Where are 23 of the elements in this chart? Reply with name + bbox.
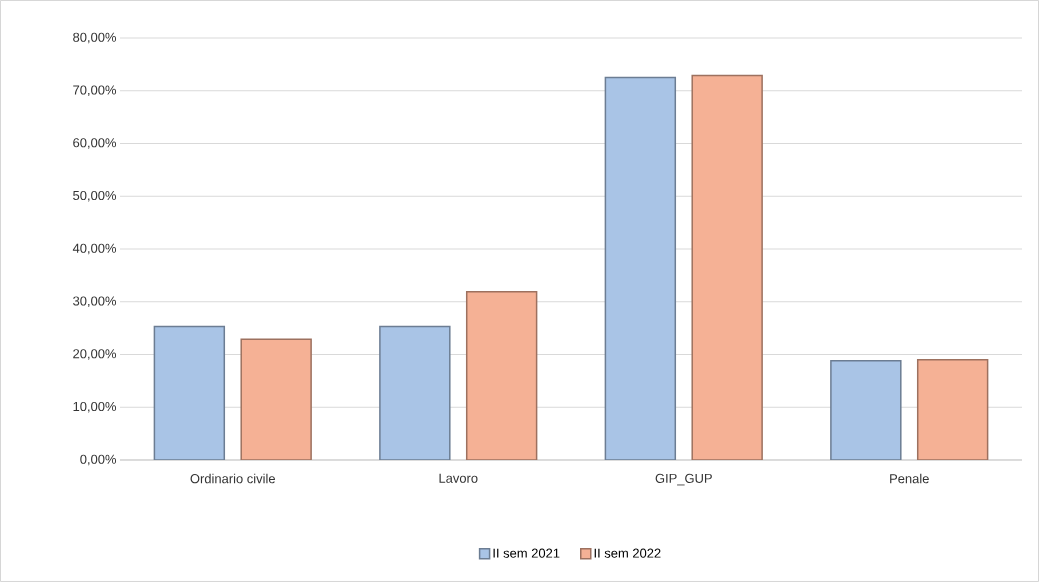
bar (153, 325, 226, 460)
bar (916, 359, 989, 460)
bar (240, 338, 312, 460)
x-tick-label: Penale (890, 473, 929, 484)
x-tick-label: GIP_GUP (655, 473, 712, 486)
legend-label: II sem 2021 (493, 548, 560, 558)
bar (465, 290, 538, 460)
y-tick-label: 50,00% (73, 190, 117, 202)
y-tick-label: 20,00% (73, 349, 117, 360)
y-tick-label: 80,00% (73, 32, 117, 44)
bar (830, 360, 902, 460)
y-tick-label: 0,00% (80, 454, 117, 466)
x-tick-label: Ordinario civile (190, 473, 275, 484)
y-tick-label: 40,00% (72, 243, 117, 255)
y-tick-label: 30,00% (73, 296, 117, 308)
y-tick-label: 60,00% (73, 138, 117, 149)
bar (379, 325, 451, 460)
y-tick-label: 70,00% (73, 85, 117, 97)
bar (691, 74, 763, 460)
y-tick-label: 10,00% (73, 401, 117, 413)
bar (604, 76, 677, 460)
legend-label: II sem 2022 (594, 548, 661, 558)
x-tick-label: Lavoro (439, 473, 478, 483)
